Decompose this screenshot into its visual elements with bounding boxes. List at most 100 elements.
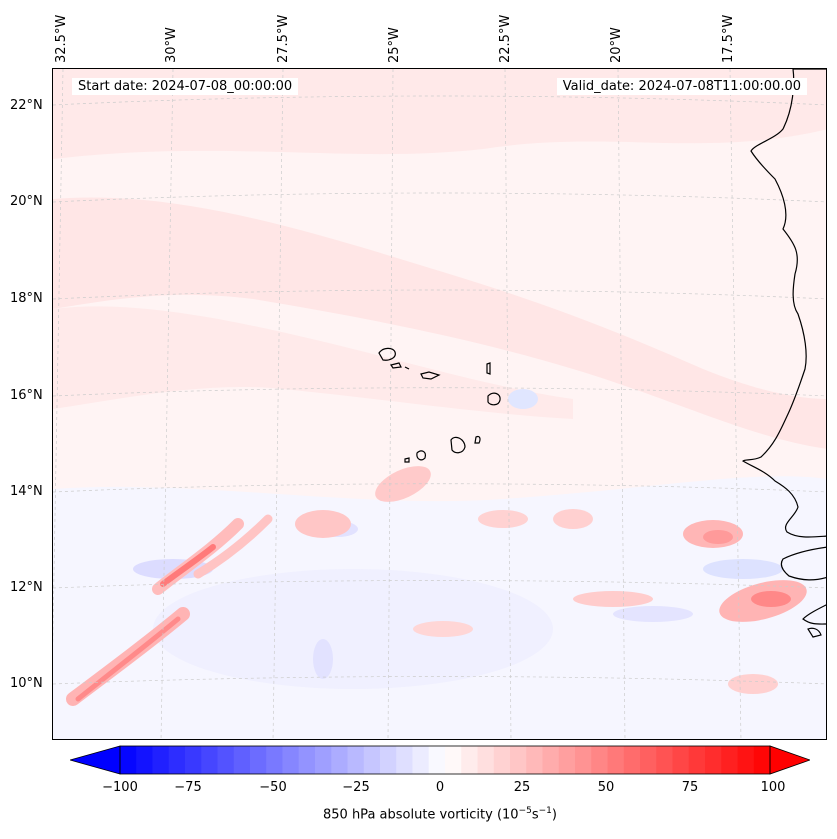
colorbar-tick-neg50: −50 [259,780,287,795]
negative-patch [613,606,693,622]
colorbar-cell [201,746,218,774]
colorbar-tick-25: 25 [513,780,531,795]
positive-patch [413,621,473,637]
map-panel[interactable] [52,68,827,740]
negative-patch [508,389,538,409]
colorbar-outline [119,745,771,775]
lon-label-32-5w: 32.5°W [54,14,69,63]
lat-label-20n: 20°N [10,194,43,209]
gridline-lat-18n [53,289,826,300]
island-fogo [416,450,426,461]
colorbar-cell [575,746,592,774]
colorbar-cell [526,746,543,774]
gridline-lon-27-5w [272,69,284,739]
colorbar-cell [623,746,641,774]
gridline-lon-25w [387,69,394,739]
lon-label-17-5w: 17.5°W [721,14,736,63]
colorbar-cell [461,746,478,774]
island-maio [474,435,481,444]
colorbar-tick-100: 100 [760,780,786,795]
vorticity-filament [160,544,216,587]
colorbar-cell [331,746,348,774]
negative-patch [313,639,333,679]
lat-label-16n: 16°N [10,388,43,403]
colorbar-cell [656,746,673,774]
colorbar-cell [688,746,706,774]
coastline-guinea-bissau [802,604,826,625]
colorbar-cell [542,746,560,774]
colorbar-cell [185,746,202,774]
colorbar-cell [396,746,413,774]
positive-patch [478,510,528,528]
colorbar-cell [640,746,657,774]
positive-patch [703,530,733,544]
colorbar-cell [315,746,332,774]
lat-label-14n: 14°N [10,484,43,499]
lat-label-18n: 18°N [10,291,43,306]
positive-patch [553,509,593,529]
positive-patch [295,510,351,538]
colorbar-cell [412,746,430,774]
colorbar-cell [380,746,397,774]
colorbar-cell [558,746,576,774]
colorbar-cell [363,746,381,774]
gridline-lat-16n [53,387,826,397]
colorbar-cell [510,746,527,774]
colorbar-cell [721,746,738,774]
lon-label-30w: 30°W [164,27,179,63]
island-santiago [450,436,466,454]
island-sao-nicolau [420,371,441,380]
positive-patch [751,591,791,607]
colorbar-cell [672,746,690,774]
colorbar-cell [152,746,170,774]
lat-label-22n: 22°N [10,98,43,113]
colorbar-cell [737,746,755,774]
negative-patch [153,569,553,689]
colorbar-cell [493,746,511,774]
island-santo-antao [378,347,396,361]
island-sao-vicente [390,362,402,369]
colorbar-cell [477,746,495,774]
colorbar-cell [136,746,153,774]
gridline-lat-12n [53,580,826,589]
positive-patch [573,591,653,607]
colorbar-cell [607,746,625,774]
gridline-lat-10n [53,676,826,685]
coastline-west-africa [742,69,826,538]
vorticity-band [53,197,826,449]
colorbar-cell [120,746,137,774]
colorbar-cell [705,746,722,774]
colorbar-cell [445,746,462,774]
colorbar-tick-75: 75 [681,780,699,795]
colorbar-high-extend [769,745,810,775]
colorbar [70,745,810,775]
colorbar-tick-neg25: −25 [342,780,370,795]
lon-label-20w: 20°W [609,27,624,63]
vorticity-band [53,306,573,419]
positive-patch [728,674,778,694]
colorbar-low-extend [70,745,121,775]
lon-label-22-5w: 22.5°W [498,14,513,63]
colorbar-title: 850 hPa absolute vorticity (10−5s−1) [323,806,557,823]
colorbar-tick-neg75: −75 [174,780,202,795]
cape-verde-islands [378,347,501,463]
colorbar-cell [266,746,283,774]
coastline-gambia [780,546,826,581]
graticule [53,69,826,739]
vorticity-field [53,69,826,739]
colorbar-cell [168,746,186,774]
island-sal [486,362,491,375]
gridline-lon-20w [617,69,626,739]
lat-label-12n: 12°N [10,580,43,595]
colorbar-cell [428,746,446,774]
colorbar-cells [120,746,771,774]
gridline-lon-17-5w [729,69,742,739]
island-santa-luzia [404,366,410,370]
gridline-lat-22n [53,95,826,106]
island-brava [404,457,410,463]
bijagos-islands [807,627,822,638]
lon-label-27-5w: 27.5°W [276,14,291,63]
gridline-lat-14n [53,483,826,493]
colorbar-cell [282,746,300,774]
